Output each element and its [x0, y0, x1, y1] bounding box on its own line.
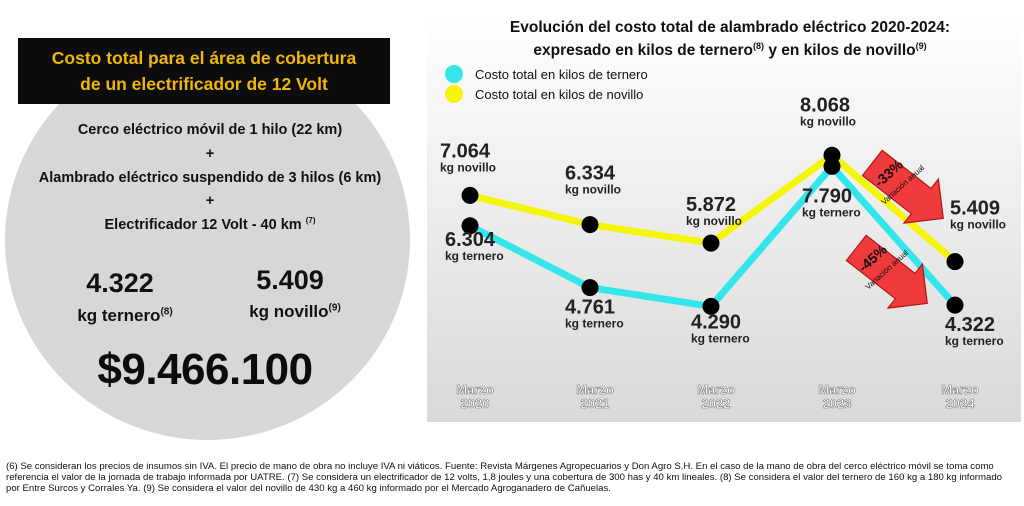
data-point-ternero [946, 296, 964, 314]
x-tick-month: Marzo [456, 382, 494, 397]
data-point-novillo [946, 253, 964, 271]
unit-label-ternero: kg ternero [802, 205, 861, 219]
value-label-novillo: 8.068 [800, 94, 850, 116]
x-tick-month: Marzo [941, 382, 979, 397]
novillo-unit-note: (9) [328, 302, 341, 314]
legend-label-ternero: Costo total en kilos de ternero [475, 66, 648, 82]
total-cost: $9.466.100 [97, 345, 313, 394]
variation-arrow-novillo: -33%Variación anual [861, 149, 944, 224]
unit-label-ternero: kg ternero [445, 249, 504, 263]
x-tick-month: Marzo [576, 382, 614, 397]
unit-label-novillo: kg novillo [800, 114, 856, 128]
unit-label-ternero: kg ternero [945, 334, 1004, 348]
value-label-novillo: 5.872 [686, 194, 736, 216]
summary-circle [5, 40, 410, 440]
footnote: (6) Se consideran los precios de insumos… [6, 461, 1002, 495]
legend-item-ternero: Costo total en kilos de ternero [445, 65, 648, 83]
unit-label-novillo: kg novillo [950, 218, 1006, 232]
x-tick-month: Marzo [697, 382, 735, 397]
summary-title: Costo total para el área de cobertura de… [18, 38, 390, 104]
value-label-ternero: 4.290 [691, 311, 741, 333]
summary-title-line1: Costo total para el área de cobertura [51, 48, 357, 68]
chart-title-note-a: (8) [753, 41, 765, 51]
data-point-novillo [823, 146, 841, 164]
value-label-ternero: 4.761 [565, 297, 615, 319]
value-label-ternero: 6.304 [445, 229, 496, 251]
x-tick-year: 2021 [581, 396, 610, 411]
unit-label-ternero: kg ternero [691, 331, 750, 345]
data-point-novillo [461, 186, 479, 204]
item-movil-fence: Cerco eléctrico móvil de 1 hilo (22 km) [77, 122, 343, 138]
novillo-unit: kg novillo(9) [225, 302, 365, 322]
data-point-novillo [702, 234, 720, 252]
chart-title-part-a: expresado en kilos de ternero [533, 42, 754, 60]
plus-sign-1: + [205, 146, 215, 162]
chart-title-part-b: y en kilos de novillo [764, 42, 916, 60]
unit-label-novillo: kg novillo [565, 183, 621, 197]
unit-label-novillo: kg novillo [686, 214, 742, 228]
value-label-novillo: 5.409 [950, 198, 1000, 220]
chart-title-line1: Evolución del costo total de alambrado e… [509, 19, 951, 36]
x-tick-year: 2020 [461, 396, 490, 411]
ternero-value: 4.322 [86, 268, 154, 298]
summary-title-line2: de un electrificador de 12 Volt [80, 74, 328, 94]
x-tick-year: 2024 [946, 396, 976, 411]
legend-label-novillo: Costo total en kilos de novillo [475, 86, 644, 102]
variation-arrow-ternero: -45%Variación anual [845, 234, 928, 309]
variation-arrow-shape [861, 149, 944, 224]
legend-dot-ternero [445, 65, 463, 83]
value-label-novillo: 7.064 [440, 140, 491, 162]
ternero-unit: kg ternero(8) [55, 306, 195, 326]
data-point-ternero [702, 297, 720, 315]
data-point-ternero [581, 279, 599, 297]
novillo-unit-label: kg novillo [249, 302, 329, 321]
item-electrifier: Electrificador 12 Volt - 40 km (7) [0, 216, 420, 233]
novillo-value: 5.409 [256, 265, 324, 295]
ternero-unit-note: (8) [160, 306, 173, 318]
data-point-ternero [461, 217, 479, 235]
chart-title-note-b: (9) [915, 41, 927, 51]
x-tick-year: 2023 [823, 396, 852, 411]
x-tick-month: Marzo [818, 382, 856, 397]
item-electrifier-note: (7) [305, 216, 316, 225]
unit-label-ternero: kg ternero [565, 317, 624, 331]
value-label-novillo: 6.334 [565, 163, 616, 185]
chart-title-line2: expresado en kilos de ternero(8) y en ki… [460, 37, 1000, 60]
x-tick-year: 2022 [702, 396, 731, 411]
plus-sign-2: + [205, 193, 215, 209]
variation-arrow-shape [845, 234, 928, 309]
value-label-ternero: 7.790 [802, 185, 852, 207]
ternero-unit-label: kg ternero [77, 306, 161, 325]
legend-dot-novillo [445, 85, 463, 103]
chart-title: Evolución del costo total de alambrado e… [460, 18, 1000, 60]
value-label-ternero: 4.322 [945, 314, 995, 336]
item-electrifier-label: Electrificador 12 Volt - 40 km [104, 216, 302, 233]
item-suspended-fence: Alambrado eléctrico suspendido de 3 hilo… [38, 170, 382, 186]
legend-item-novillo: Costo total en kilos de novillo [445, 85, 643, 103]
unit-label-novillo: kg novillo [440, 160, 496, 174]
data-point-novillo [581, 216, 599, 234]
